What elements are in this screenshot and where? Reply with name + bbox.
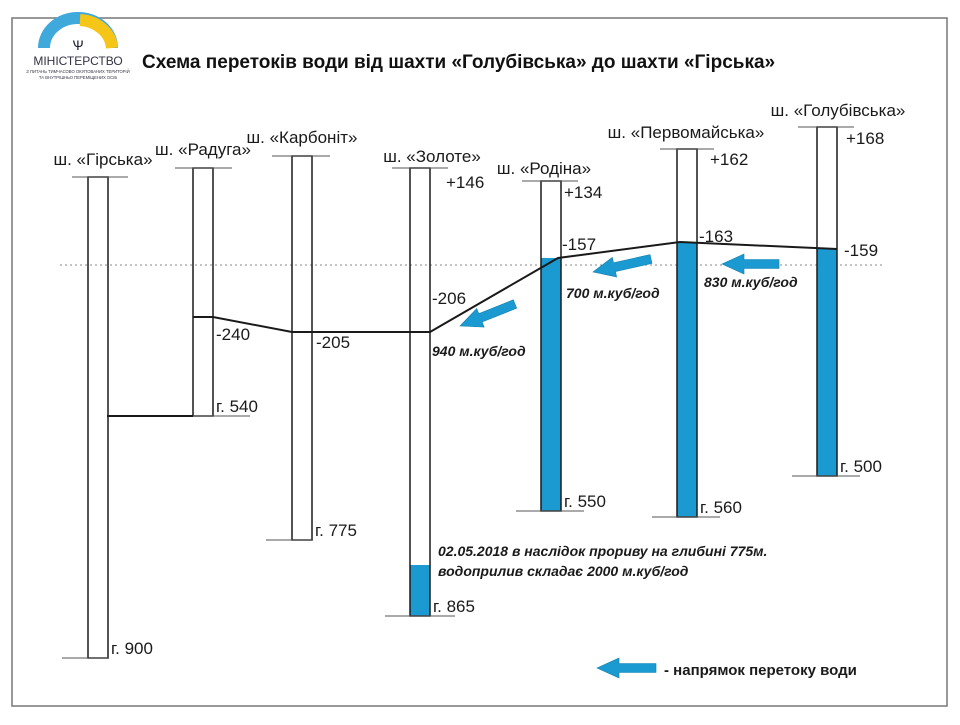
arrow-left-icon (596, 657, 657, 679)
mine-shaft: ш. «Первомайська» г. 560 -163 +162 (608, 123, 765, 518)
trident-icon: Ѱ (72, 37, 83, 53)
legend-label: - напрямок перетоку води (664, 662, 857, 679)
mine-name: ш. «Золоте» (383, 147, 481, 166)
note-line-1: 02.05.2018 в наслідок прориву на глибині… (438, 543, 767, 559)
mine-shaft: ш. «Гірська» г. 900 (53, 150, 153, 659)
legend: - напрямок перетоку води (596, 657, 857, 679)
logo-name: МІНІСТЕРСТВО (33, 54, 122, 68)
mine-name: ш. «Радуга» (155, 140, 251, 159)
mine-depth: г. 560 (700, 498, 742, 517)
water-level-label: -159 (844, 241, 878, 260)
mine-name: ш. «Карбоніт» (247, 128, 358, 147)
mine-depth: г. 865 (433, 597, 475, 616)
surface-elevation-label: +146 (446, 173, 484, 192)
water-fill (677, 243, 697, 517)
water-fill (541, 258, 561, 511)
water-level-label: -157 (562, 235, 596, 254)
water-level-label: -163 (699, 227, 733, 246)
flow-arrow-icon (592, 254, 653, 278)
water-level-label: -205 (316, 333, 350, 352)
mine-name: ш. «Родіна» (497, 159, 591, 178)
mine-depth: г. 900 (111, 639, 153, 658)
water-level-label: -206 (432, 289, 466, 308)
flow-arrow-icon (721, 253, 780, 275)
logo-subtitle-1: З ПИТАНЬ ТИМЧАСОВО ОКУПОВАНИХ ТЕРИТОРІЙ (26, 69, 129, 74)
mine-depth: г. 500 (840, 457, 882, 476)
mine-name: ш. «Голубівська» (771, 101, 906, 120)
water-fill (817, 249, 837, 476)
flow-label-700: 700 м.куб/год (566, 285, 660, 301)
mine-name: ш. «Гірська» (53, 150, 152, 169)
surface-elevation-label: +168 (846, 129, 884, 148)
logo-arc-yellow (79, 14, 118, 49)
logo-subtitle-2: ТА ВНУТРІШНЬО ПЕРЕМІЩЕНИХ ОСІБ (39, 75, 117, 80)
surface-elevation-label: +134 (564, 183, 602, 202)
note-line-2: водоприлив складає 2000 м.куб/год (438, 563, 689, 579)
water-fill (410, 565, 430, 616)
mine-depth: г. 540 (216, 397, 258, 416)
flow-label-830: 830 м.куб/год (704, 274, 798, 290)
water-level-line (193, 240, 838, 333)
mine-name: ш. «Первомайська» (608, 123, 765, 142)
mine-depth: г. 775 (315, 521, 357, 540)
flow-label-940: 940 м.куб/год (432, 343, 526, 359)
mine-shaft: ш. «Карбоніт» г. 775 -205 (247, 128, 358, 541)
flow-arrow-icon (459, 299, 518, 328)
mine-shaft: ш. «Радуга» г. 540 -240 (155, 140, 258, 417)
surface-elevation-label: +162 (710, 150, 748, 169)
ministry-logo: Ѱ МІНІСТЕРСТВО З ПИТАНЬ ТИМЧАСОВО ОКУПОВ… (26, 12, 130, 80)
page-title: Схема перетоків води від шахти «Голубівс… (142, 52, 775, 73)
water-level-label: -240 (216, 325, 250, 344)
frame (11, 17, 948, 707)
mine-shaft: ш. «Родіна» г. 550 -157 +134 (497, 159, 606, 512)
mine-depth: г. 550 (564, 492, 606, 511)
mine-shaft: ш. «Золоте» г. 865 -206 +146 (383, 147, 484, 617)
mine-shaft: ш. «Голубівська» г. 500 -159 +168 (771, 101, 906, 477)
